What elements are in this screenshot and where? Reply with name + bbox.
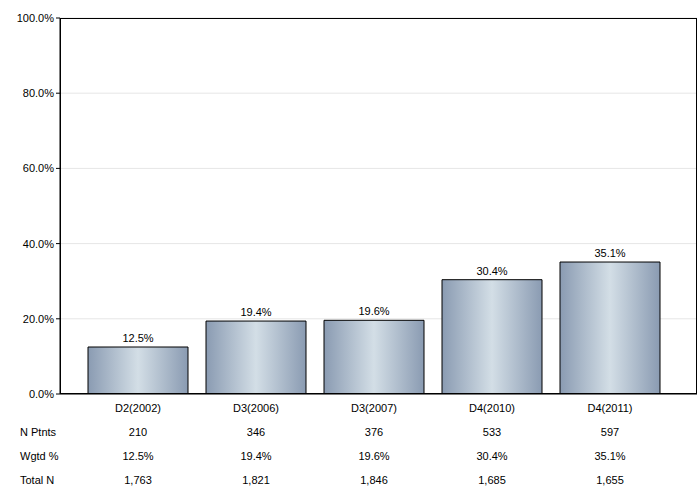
svg-text:Wgtd %: Wgtd % xyxy=(20,450,59,462)
svg-text:1,763: 1,763 xyxy=(124,474,152,486)
svg-text:D4(2010): D4(2010) xyxy=(469,402,515,414)
svg-text:35.1%: 35.1% xyxy=(594,247,625,259)
svg-text:597: 597 xyxy=(601,426,619,438)
svg-text:30.4%: 30.4% xyxy=(476,265,507,277)
svg-text:19.4%: 19.4% xyxy=(240,450,271,462)
svg-text:376: 376 xyxy=(365,426,383,438)
svg-text:40.0%: 40.0% xyxy=(23,238,54,250)
svg-text:346: 346 xyxy=(247,426,265,438)
svg-text:1,685: 1,685 xyxy=(478,474,506,486)
svg-text:35.1%: 35.1% xyxy=(594,450,625,462)
svg-text:1,846: 1,846 xyxy=(360,474,388,486)
svg-text:19.6%: 19.6% xyxy=(358,305,389,317)
svg-text:D3(2007): D3(2007) xyxy=(351,402,397,414)
svg-text:533: 533 xyxy=(483,426,501,438)
svg-text:80.0%: 80.0% xyxy=(23,87,54,99)
svg-text:60.0%: 60.0% xyxy=(23,162,54,174)
svg-text:N Ptnts: N Ptnts xyxy=(20,426,57,438)
svg-text:1,821: 1,821 xyxy=(242,474,270,486)
svg-text:0.0%: 0.0% xyxy=(29,388,54,400)
svg-text:1,655: 1,655 xyxy=(596,474,624,486)
svg-text:D3(2006): D3(2006) xyxy=(233,402,279,414)
svg-text:D4(2011): D4(2011) xyxy=(587,402,632,414)
svg-text:12.5%: 12.5% xyxy=(122,450,153,462)
svg-text:100.0%: 100.0% xyxy=(17,12,55,24)
svg-text:Total N: Total N xyxy=(20,474,54,486)
svg-text:19.6%: 19.6% xyxy=(358,450,389,462)
svg-text:210: 210 xyxy=(129,426,147,438)
svg-text:12.5%: 12.5% xyxy=(122,332,153,344)
svg-text:30.4%: 30.4% xyxy=(476,450,507,462)
svg-text:19.4%: 19.4% xyxy=(240,306,271,318)
svg-text:D2(2002): D2(2002) xyxy=(115,402,161,414)
svg-text:20.0%: 20.0% xyxy=(23,313,54,325)
